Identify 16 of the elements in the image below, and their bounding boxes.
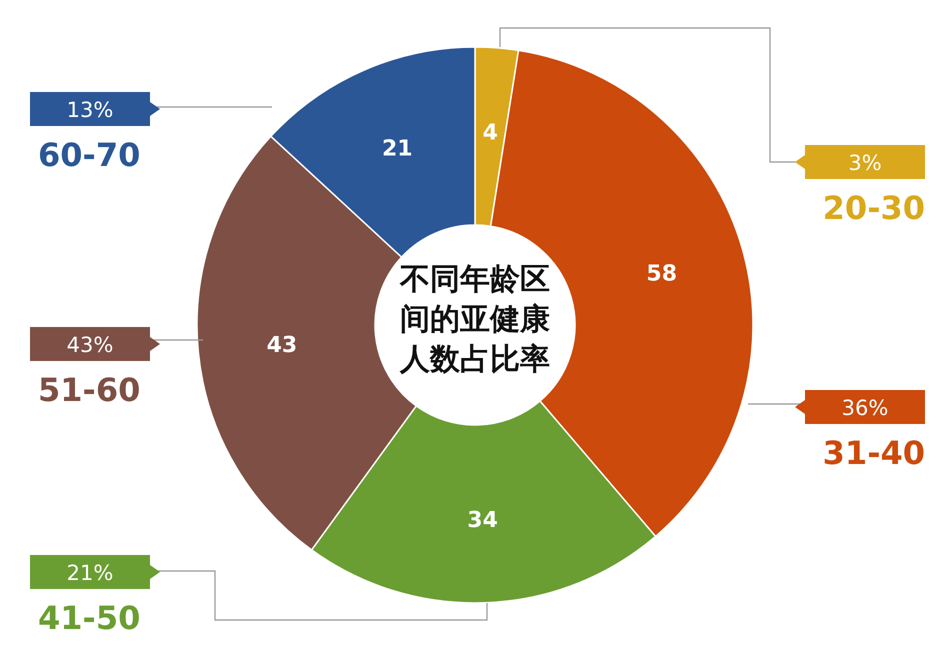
- data-label: 21: [382, 136, 413, 162]
- data-label: 43: [266, 333, 298, 358]
- legend-label: 51-60: [38, 371, 140, 409]
- legend-label: 60-70: [38, 136, 140, 174]
- text: 3%: [848, 151, 882, 175]
- text: 36%: [842, 396, 888, 420]
- legend-label: 41-50: [38, 599, 140, 637]
- data-label: 4: [482, 120, 498, 146]
- data-label: 34: [467, 508, 498, 533]
- text: 13%: [66, 98, 114, 122]
- legend-label: 31-40: [822, 434, 925, 472]
- legend-label: 20-30: [822, 189, 925, 227]
- text: 43%: [66, 333, 114, 357]
- data-label: 58: [646, 261, 678, 286]
- text: 21%: [66, 561, 114, 585]
- text: 不同年龄区间的亚健康人数占比率: [399, 262, 550, 377]
